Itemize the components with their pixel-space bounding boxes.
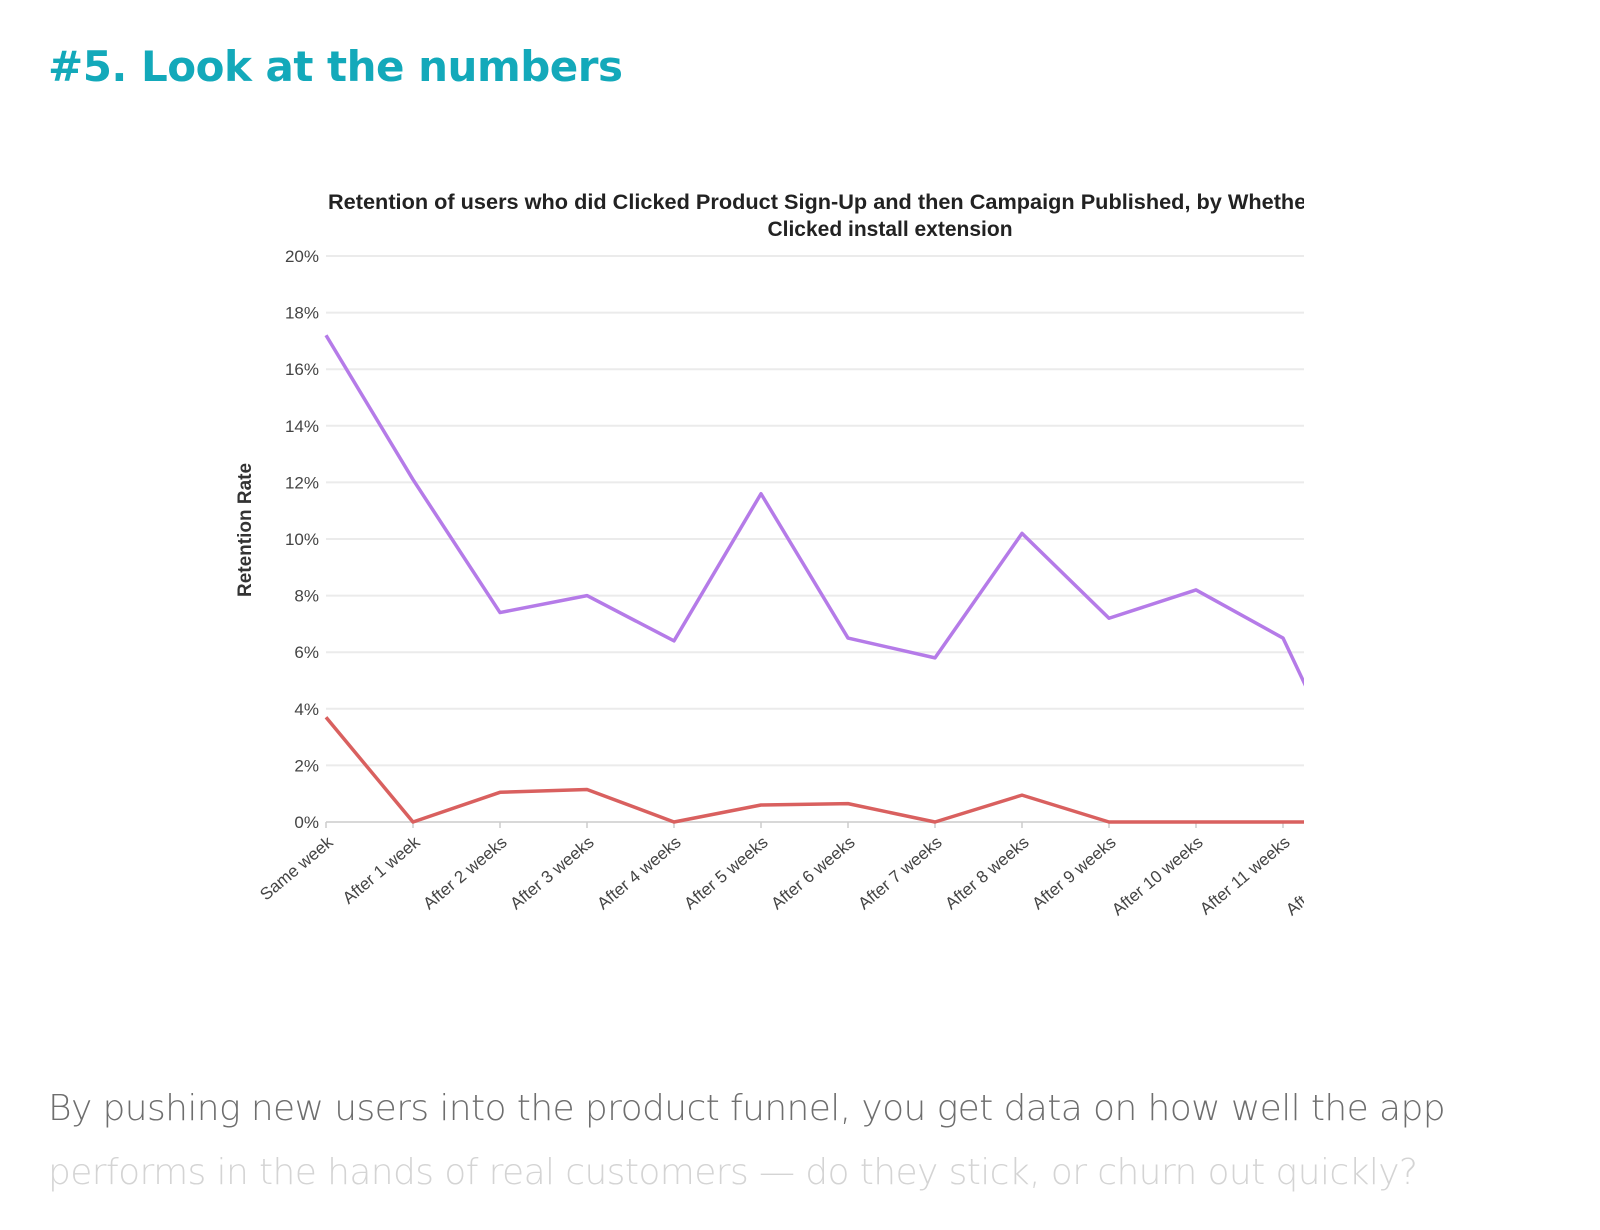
x-tick-label: After 10 weeks xyxy=(1108,833,1206,920)
y-tick-label: 6% xyxy=(294,643,319,662)
y-tick-label: 0% xyxy=(294,813,319,832)
series-line-1 xyxy=(324,334,1304,687)
x-tick-label: After 8 weeks xyxy=(941,833,1032,914)
chart-title-line-2: Clicked install extension xyxy=(767,218,1012,241)
y-tick-label: 18% xyxy=(285,304,319,323)
x-tick-label: After 3 weeks xyxy=(506,833,597,914)
retention-chart: Retention of users who did Clicked Produ… xyxy=(235,191,1380,920)
x-tick-label: After 1 week xyxy=(339,832,424,908)
y-tick-label: 10% xyxy=(285,530,319,549)
y-tick-label: 12% xyxy=(285,473,319,492)
y-tick-label: 2% xyxy=(294,756,319,775)
y-tick-label: 16% xyxy=(285,360,319,379)
body-paragraph-line-1: By pushing new users into the product fu… xyxy=(48,1088,1446,1129)
chart-title-line-1: Retention of users who did Clicked Produ… xyxy=(328,191,1328,214)
y-tick-label: 4% xyxy=(294,700,319,719)
series-line-2 xyxy=(324,716,1304,824)
section-heading: #5. Look at the numbers xyxy=(48,42,623,91)
x-tick-label: After 4 weeks xyxy=(593,833,684,914)
x-tick-label: After 12 weeks xyxy=(1282,833,1380,920)
x-tick-label: After 2 weeks xyxy=(419,833,510,914)
y-axis-label: Retention Rate xyxy=(235,463,256,597)
y-tick-label: 14% xyxy=(285,417,319,436)
body-paragraph-line-2: performs in the hands of real customers … xyxy=(48,1152,1418,1193)
x-tick-label: After 11 weeks xyxy=(1196,833,1293,919)
x-tick-label: After 5 weeks xyxy=(680,833,771,914)
x-tick-label: After 9 weeks xyxy=(1028,833,1119,914)
y-tick-label: 8% xyxy=(294,587,319,606)
y-tick-label: 20% xyxy=(285,247,319,266)
x-tick-label: Same week xyxy=(256,832,337,904)
x-tick-label: After 6 weeks xyxy=(767,833,858,914)
x-tick-label: After 7 weeks xyxy=(854,833,945,914)
